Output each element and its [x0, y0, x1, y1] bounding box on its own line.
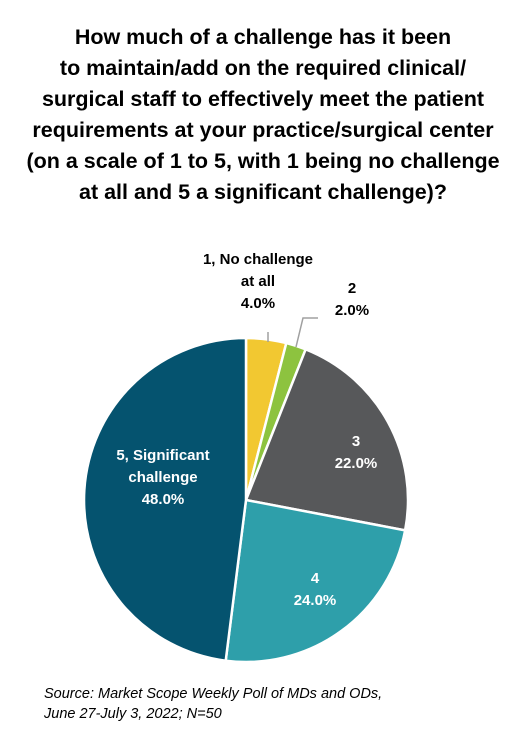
slice-value-label: 2.0%: [335, 302, 369, 319]
pie-slice: [244, 347, 410, 532]
source-line: Source: Market Scope Weekly Poll of MDs …: [44, 686, 383, 702]
slice-category-label: 1, No challenge: [203, 251, 313, 268]
slice-category-label: at all: [241, 273, 275, 290]
slice-label: 1, No challenge at all 4.0%: [203, 251, 313, 312]
slice-value-label: 22.0%: [335, 455, 378, 472]
title-line: at all and 5 a significant challenge)?: [79, 180, 447, 204]
slice-value-label: 4.0%: [241, 295, 275, 312]
leader-line: [295, 317, 318, 348]
slice-category-label: challenge: [128, 469, 197, 486]
slice-label: 2 2.0%: [335, 280, 369, 319]
slice-category-label: 3: [352, 433, 360, 450]
title-line: requirements at your practice/surgical c…: [32, 118, 494, 142]
slice-value-label: 48.0%: [142, 491, 185, 508]
chart-title: How much of a challenge has it been to m…: [0, 22, 526, 208]
title-line: to maintain/add on the required clinical…: [59, 56, 467, 80]
slice-category-label: 2: [348, 280, 356, 297]
slice-label: 5, Significant challenge 48.0%: [116, 447, 209, 508]
pie-slice: [82, 336, 248, 663]
title-line: surgical staff to effectively meet the p…: [41, 87, 485, 111]
title-line: (on a scale of 1 to 5, with 1 being no c…: [26, 149, 500, 173]
title-line: How much of a challenge has it been: [74, 25, 452, 49]
source-note: Source: Market Scope Weekly Poll of MDs …: [44, 684, 382, 724]
pie-slice: [224, 498, 407, 664]
slice-value-label: 24.0%: [294, 592, 337, 609]
slice-label: 3 22.0%: [335, 433, 378, 472]
slice-category-label: 5, Significant: [116, 447, 209, 464]
source-line: June 27-July 3, 2022; N=50: [44, 706, 222, 722]
slice-category-label: 4: [311, 570, 320, 587]
slice-label: 4 24.0%: [294, 570, 337, 609]
